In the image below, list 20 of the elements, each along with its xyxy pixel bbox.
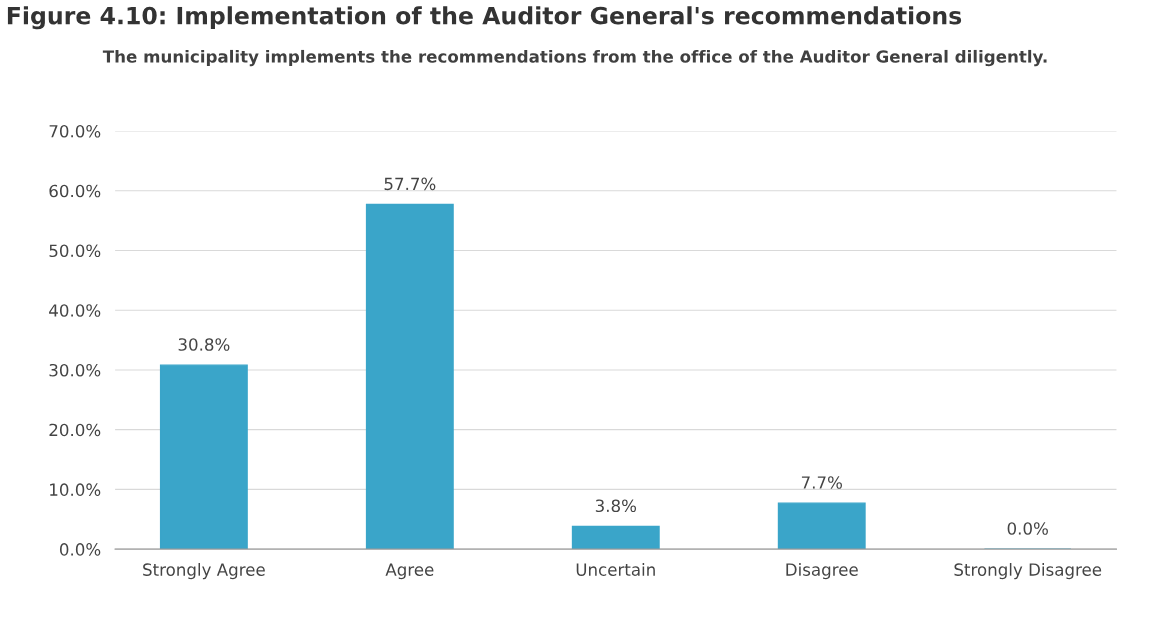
y-tick-label: 30.0% [49, 363, 101, 377]
y-tick-label: 10.0% [50, 483, 101, 496]
y-tick-label: 40.0% [49, 304, 101, 317]
data-label: 3.8% [595, 499, 637, 513]
x-tick-label: Uncertain [576, 563, 655, 576]
y-tick-label: 0.0% [59, 543, 101, 556]
data-label: 0.0% [1007, 522, 1048, 535]
y-tick-label: 60.0% [49, 184, 101, 198]
x-tick-label: Disagree [786, 563, 858, 580]
data-label: 7.7% [801, 476, 842, 489]
chart-subtitle: The municipality implements the recommendations from the office of the Auditor General diligently. [102, 49, 1047, 67]
y-tick-label: 20.0% [49, 423, 101, 437]
y-tick-label: 70.0% [49, 125, 101, 138]
y-tick-label: 50.0% [49, 244, 101, 258]
x-tick-label: Strongly Disagree [954, 563, 1102, 580]
x-tick-label: Agree [385, 563, 434, 580]
chart-title: Figure 4.10: Implementation of the Auditor General's recommendations [7, 6, 962, 30]
data-label: 57.7% [384, 177, 436, 191]
x-tick-label: Strongly Agree [143, 563, 265, 580]
data-label: 30.8% [178, 338, 230, 351]
